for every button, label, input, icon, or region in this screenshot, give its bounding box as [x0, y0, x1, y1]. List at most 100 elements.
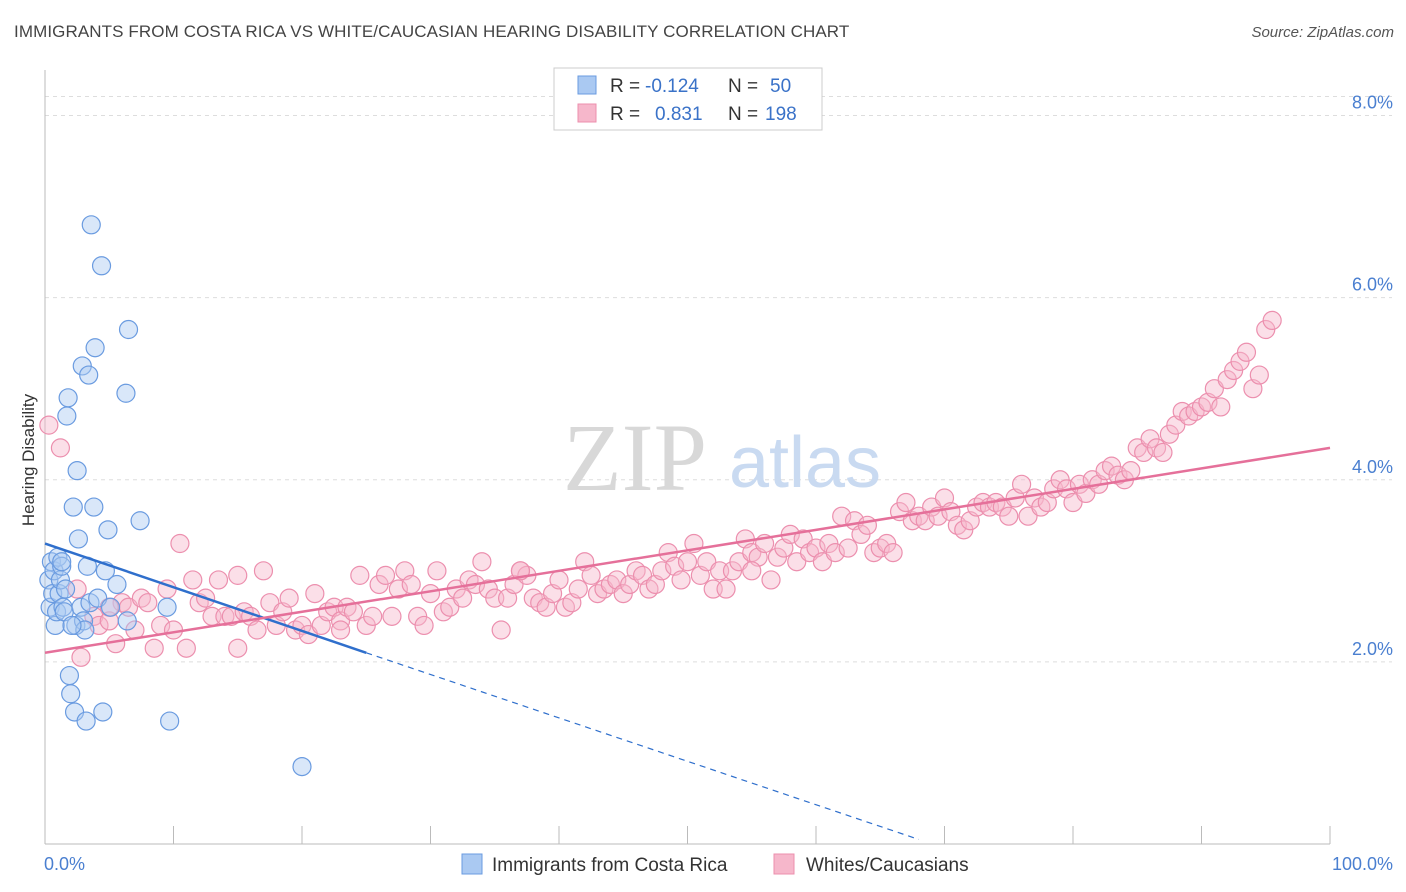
axes — [44, 70, 1331, 845]
point-costa-rica — [81, 215, 101, 235]
point-whites — [350, 565, 370, 585]
series-legend: Immigrants from Costa Rica Whites/Caucas… — [461, 853, 969, 876]
point-whites — [67, 579, 87, 599]
stats-r-value-blue: -0.124 — [645, 76, 699, 97]
point-whites — [838, 538, 858, 558]
point-costa-rica — [118, 319, 139, 340]
point-whites — [420, 583, 441, 604]
point-whites — [163, 620, 184, 640]
point-whites — [414, 615, 434, 636]
point-whites — [39, 415, 59, 435]
point-whites — [453, 588, 473, 608]
point-whites — [71, 647, 91, 667]
point-costa-rica — [116, 383, 136, 403]
point-whites — [549, 570, 569, 590]
point-whites — [427, 561, 447, 581]
point-costa-rica — [91, 256, 112, 276]
point-whites — [825, 543, 845, 563]
stats-n-label-pink: N = — [728, 104, 758, 125]
legend-label-costa-rica: Immigrants from Costa Rica — [492, 855, 728, 876]
y-axis-label: Hearing Disability — [19, 393, 38, 526]
point-costa-rica — [100, 597, 121, 617]
tick-labels: 2.0% 4.0% 6.0% 8.0% 0.0% 100.0% — [44, 93, 1393, 874]
point-costa-rica — [93, 702, 113, 722]
y-tick-label: 6.0% — [1352, 275, 1393, 295]
trend-lines — [44, 446, 1331, 841]
point-costa-rica — [61, 684, 81, 704]
point-costa-rica — [58, 388, 78, 408]
trend-line-costa-rica-extrapolated — [366, 652, 919, 841]
point-costa-rica — [57, 406, 77, 426]
point-whites — [716, 579, 736, 599]
point-whites — [677, 552, 698, 572]
point-whites — [1236, 342, 1257, 362]
point-whites — [363, 606, 383, 626]
point-costa-rica — [67, 461, 87, 481]
x-tick-label: 0.0% — [44, 854, 85, 874]
watermark: ZIP atlas — [563, 404, 881, 511]
point-whites — [1262, 310, 1282, 331]
point-whites — [671, 570, 691, 590]
stats-legend-box — [553, 67, 823, 131]
legend-label-whites: Whites/Caucasians — [806, 855, 969, 876]
stats-n-value-blue: 50 — [770, 76, 791, 97]
point-whites — [883, 543, 903, 563]
stats-legend: R = -0.124 N = 50 R = 0.831 N = 198 — [553, 67, 823, 131]
point-whites — [228, 565, 248, 585]
x-tick-label: 100.0% — [1332, 854, 1393, 874]
point-costa-rica — [85, 338, 105, 358]
point-whites — [761, 570, 781, 590]
point-whites — [144, 638, 164, 658]
point-whites — [742, 561, 762, 581]
legend-swatch-costa-rica — [461, 853, 483, 875]
point-whites — [375, 565, 396, 585]
point-costa-rica — [59, 665, 80, 686]
point-costa-rica — [84, 497, 104, 517]
point-whites — [253, 561, 274, 581]
point-whites — [228, 638, 248, 658]
point-whites — [176, 638, 196, 658]
trend-line-whites — [44, 446, 1331, 655]
point-whites — [183, 570, 203, 590]
point-whites — [472, 552, 492, 572]
point-costa-rica — [52, 552, 72, 572]
point-costa-rica — [45, 615, 65, 636]
point-costa-rica — [55, 579, 76, 599]
y-tick-label: 4.0% — [1352, 457, 1393, 477]
point-whites — [89, 615, 109, 636]
data-points — [39, 215, 1282, 777]
point-costa-rica — [292, 756, 312, 777]
point-whites — [1153, 442, 1173, 463]
point-costa-rica — [76, 711, 96, 731]
point-costa-rica — [68, 529, 89, 549]
point-costa-rica — [52, 556, 72, 576]
point-whites — [491, 620, 511, 640]
stats-legend-swatch-blue — [577, 75, 597, 95]
point-costa-rica — [157, 597, 177, 617]
point-costa-rica — [63, 497, 83, 517]
point-costa-rica — [79, 365, 99, 385]
point-costa-rica — [75, 620, 95, 640]
y-tick-label: 2.0% — [1352, 639, 1393, 659]
point-whites — [1211, 397, 1231, 417]
point-whites — [330, 620, 351, 640]
stats-r-label-blue: R = — [610, 76, 640, 97]
point-whites — [652, 561, 672, 581]
y-tick-label: 8.0% — [1352, 93, 1393, 113]
point-whites — [1011, 474, 1032, 494]
point-whites — [581, 565, 601, 585]
stats-r-value-pink: 0.831 — [655, 104, 703, 125]
point-costa-rica — [160, 711, 180, 731]
stats-n-label-blue: N = — [728, 76, 758, 97]
source-credit: Source: ZipAtlas.com — [1251, 24, 1394, 41]
point-whites — [382, 606, 402, 626]
point-costa-rica — [117, 611, 137, 631]
point-costa-rica — [130, 511, 150, 531]
trend-line-costa-rica — [44, 542, 367, 654]
watermark-atlas: atlas — [729, 423, 881, 503]
point-whites — [279, 588, 299, 608]
point-whites — [999, 506, 1019, 526]
point-whites — [138, 593, 158, 613]
point-whites — [1249, 365, 1269, 385]
